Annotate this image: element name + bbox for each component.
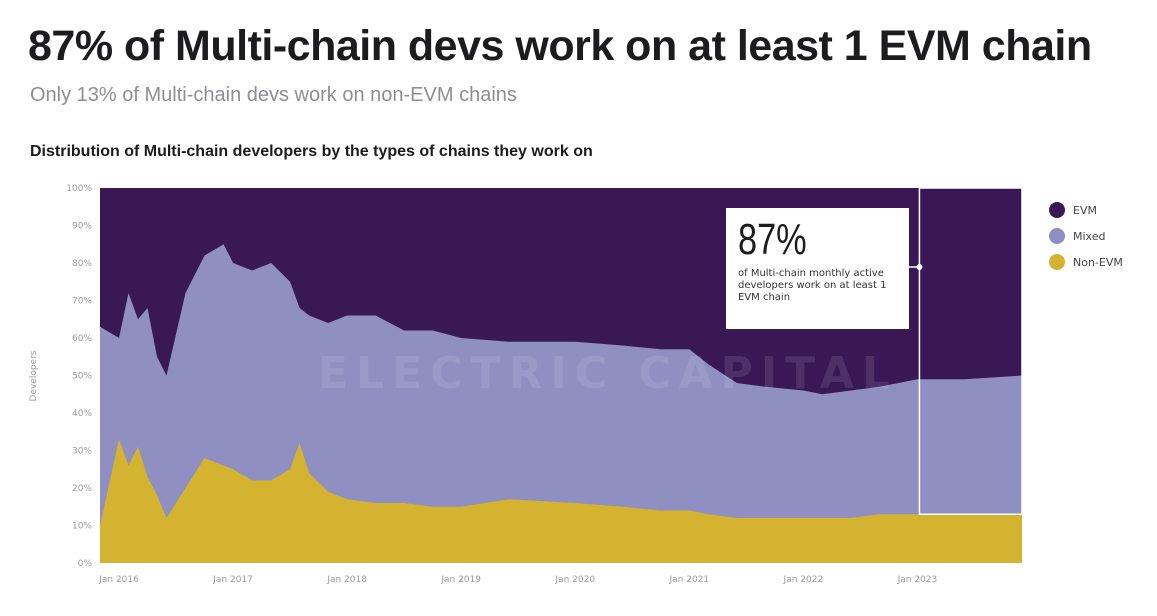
y-tick-label: 40% [72, 409, 92, 419]
y-tick-label: 100% [66, 184, 92, 194]
x-tick-label: Jan 2018 [326, 575, 367, 585]
x-tick-label: Jan 2021 [668, 575, 709, 585]
watermark-text: ELECTRIC CAPITAL [318, 348, 898, 399]
y-axis-ticks: 0% 10% 20% 30% 40% 50% 60% 70% 80% 90% 100% [66, 184, 92, 569]
callout-box: 87% of Multi-chain monthly active develo… [726, 208, 909, 329]
legend-label: Mixed [1073, 230, 1105, 243]
headline: 87% of Multi-chain devs work on at least… [28, 22, 1092, 70]
legend: EVM Mixed Non-EVM [1049, 202, 1123, 270]
y-tick-label: 60% [72, 334, 92, 344]
legend-swatch-mixed [1049, 228, 1065, 244]
area-mixed [100, 244, 1022, 564]
y-tick-label: 0% [78, 559, 93, 569]
area-non-evm [100, 439, 1022, 563]
legend-swatch-evm [1049, 202, 1065, 218]
x-tick-label: Jan 2020 [554, 575, 595, 585]
y-tick-label: 20% [72, 484, 92, 494]
legend-swatch-non-evm [1049, 254, 1065, 270]
legend-label: Non-EVM [1073, 256, 1123, 269]
y-tick-label: 80% [72, 259, 92, 269]
y-axis-label: Developers [29, 350, 39, 401]
callout-text: of Multi-chain monthly active developers… [738, 268, 887, 303]
y-tick-label: 90% [72, 222, 92, 232]
callout-dot [916, 264, 923, 270]
y-tick-label: 50% [72, 372, 92, 382]
y-tick-label: 30% [72, 447, 92, 457]
x-tick-label: Jan 2017 [212, 575, 253, 585]
y-tick-label: 10% [72, 522, 92, 532]
callout-value: 87% [738, 215, 807, 264]
y-tick-label: 70% [72, 297, 92, 307]
subheadline: Only 13% of Multi-chain devs work on non… [30, 84, 517, 106]
x-axis-ticks: Jan 2016 Jan 2017 Jan 2018 Jan 2019 Jan 2020… [98, 575, 937, 585]
x-tick-label: Jan 2022 [783, 575, 824, 585]
legend-label: EVM [1073, 204, 1097, 217]
highlight-box [918, 187, 1023, 515]
chart-title: Distribution of Multi-chain developers b… [30, 143, 593, 160]
x-tick-label: Jan 2023 [897, 575, 938, 585]
x-tick-label: Jan 2016 [98, 575, 139, 585]
x-tick-label: Jan 2019 [440, 575, 481, 585]
